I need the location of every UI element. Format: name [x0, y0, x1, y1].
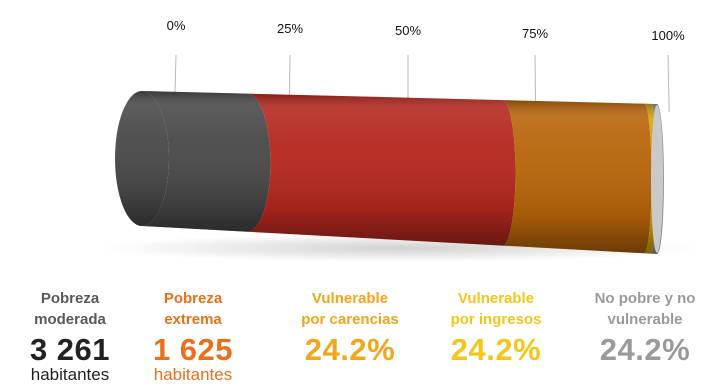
category-name-line1: Vulnerable: [311, 290, 389, 307]
category-name-line2: moderada: [34, 311, 106, 328]
cylinder-segments: [115, 91, 664, 255]
category-value: 24.2%: [450, 332, 542, 367]
category-name-line2: por carencias: [301, 311, 399, 328]
category-label-4: Vulnerable por ingresos 24.2%: [426, 288, 566, 366]
category-name-line2: vulnerable: [607, 311, 683, 328]
category-label-1: Pobreza moderada 3 261 habitantes: [0, 288, 140, 384]
bar-segment-shade-1: [142, 91, 271, 232]
x-tick-label: 75%: [522, 26, 548, 41]
x-tick-label: 0%: [167, 18, 186, 33]
bar-segment-shade-2: [247, 93, 516, 246]
bar-segment-shade-3: [502, 100, 652, 254]
gridline: [534, 54, 537, 110]
category-value: 24.2%: [599, 332, 691, 367]
category-name-line1: Vulnerable: [457, 290, 535, 307]
category-name-line2: extrema: [164, 311, 222, 328]
category-name-line1: No pobre y no: [594, 290, 696, 307]
gridline: [667, 54, 670, 113]
x-tick-labels: 0% 25% 50% 75% 100%: [167, 18, 685, 43]
category-value: 1 625: [152, 332, 234, 367]
category-value: 3 261: [29, 332, 111, 367]
category-unit: habitantes: [30, 365, 110, 384]
cylinder-right-cap: [651, 105, 663, 253]
category-unit: habitantes: [153, 365, 233, 384]
cylinder-left-cap-shade: [115, 91, 169, 226]
category-label-3: Vulnerable por carencias 24.2%: [280, 288, 420, 366]
category-label-5: No pobre y no vulnerable 24.2%: [575, 288, 706, 366]
x-tick-label: 50%: [395, 23, 421, 38]
x-tick-label: 100%: [651, 28, 685, 43]
x-tick-label: 25%: [277, 21, 303, 36]
category-name-line1: Pobreza: [163, 290, 223, 307]
category-value: 24.2%: [304, 332, 396, 367]
category-name-line2: por ingresos: [450, 311, 542, 328]
category-label-2: Pobreza extrema 1 625 habitantes: [123, 288, 263, 384]
category-name-line1: Pobreza: [40, 290, 100, 307]
